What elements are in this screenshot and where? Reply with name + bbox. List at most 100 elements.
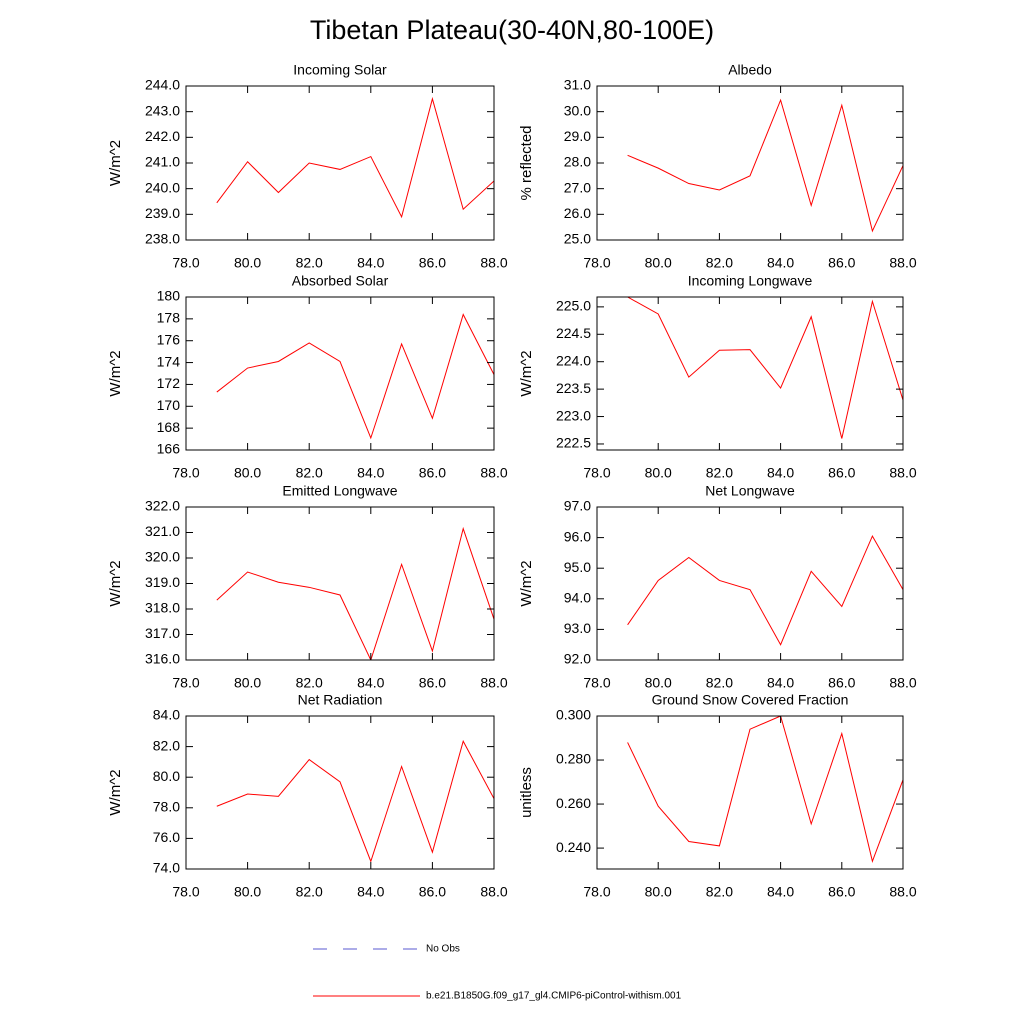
y-tick-label: 94.0 bbox=[564, 590, 591, 606]
panel: Net Radiation W/m^2 74.0 76.0 78.0 80.0 82.0 84… bbox=[107, 692, 508, 900]
x-tick-label: 78.0 bbox=[172, 255, 199, 271]
x-tick-label: 78.0 bbox=[583, 465, 610, 481]
y-tick-label: 25.0 bbox=[564, 231, 591, 247]
x-tick-label: 86.0 bbox=[828, 255, 855, 271]
panel-title: Ground Snow Covered Fraction bbox=[652, 692, 849, 708]
panel-title: Albedo bbox=[728, 62, 772, 78]
plot-frame bbox=[185, 296, 495, 451]
y-tick-label: 0.300 bbox=[556, 707, 591, 723]
x-tick-label: 84.0 bbox=[357, 255, 384, 271]
plot-frame bbox=[596, 715, 904, 870]
y-tick-label: 168 bbox=[157, 419, 181, 435]
x-tick-label: 86.0 bbox=[828, 465, 855, 481]
x-tick-label: 80.0 bbox=[234, 675, 261, 691]
data-line bbox=[627, 534, 903, 646]
y-tick-label: 93.0 bbox=[564, 620, 591, 636]
y-axis-label: W/m^2 bbox=[107, 140, 124, 186]
y-tick-label: 222.5 bbox=[556, 435, 591, 451]
y-tick-label: 0.280 bbox=[556, 751, 591, 767]
x-tick-label: 88.0 bbox=[480, 884, 507, 900]
legend-label: b.e21.B1850G.f09_g17_gl4.CMIP6-piControl… bbox=[426, 991, 682, 1002]
panel: Emitted Longwave W/m^2 316.0 317.0 318.0 319.… bbox=[107, 483, 508, 691]
panel: Incoming Solar W/m^2 238.0 239.0 240.0 241.0 2… bbox=[107, 62, 508, 271]
y-tick-label: 180 bbox=[157, 288, 181, 304]
x-tick-label: 78.0 bbox=[583, 675, 610, 691]
x-tick-label: 88.0 bbox=[889, 255, 916, 271]
y-tick-label: 170 bbox=[157, 397, 181, 413]
y-tick-label: 96.0 bbox=[564, 528, 591, 544]
plot-area bbox=[216, 526, 494, 660]
y-tick-label: 27.0 bbox=[564, 179, 591, 195]
legend-label: No Obs bbox=[426, 944, 460, 955]
y-tick-label: 76.0 bbox=[153, 829, 180, 845]
y-tick-label: 224.0 bbox=[556, 352, 591, 368]
x-tick-label: 82.0 bbox=[296, 255, 323, 271]
panel: Net Longwave W/m^2 92.0 93.0 94.0 95.0 96.0 97.… bbox=[518, 483, 917, 691]
panel-title: Net Radiation bbox=[298, 692, 383, 708]
y-tick-label: 74.0 bbox=[153, 860, 180, 876]
y-axis-label: unitless bbox=[518, 767, 535, 818]
plot-area bbox=[216, 96, 494, 219]
y-tick-label: 80.0 bbox=[153, 768, 180, 784]
plot-area bbox=[627, 297, 903, 439]
x-tick-label: 80.0 bbox=[645, 255, 672, 271]
y-tick-label: 242.0 bbox=[145, 128, 180, 144]
x-tick-label: 78.0 bbox=[583, 884, 610, 900]
x-tick-label: 86.0 bbox=[419, 884, 446, 900]
x-tick-label: 88.0 bbox=[480, 255, 507, 271]
y-tick-label: 30.0 bbox=[564, 102, 591, 118]
y-tick-label: 223.0 bbox=[556, 407, 591, 423]
x-tick-label: 80.0 bbox=[645, 465, 672, 481]
data-line bbox=[216, 96, 494, 219]
y-tick-label: 166 bbox=[157, 441, 181, 457]
x-tick-label: 80.0 bbox=[645, 884, 672, 900]
data-line bbox=[216, 313, 494, 440]
y-tick-label: 241.0 bbox=[145, 154, 180, 170]
plot-area bbox=[216, 739, 494, 863]
x-tick-label: 84.0 bbox=[767, 255, 794, 271]
x-tick-label: 84.0 bbox=[767, 465, 794, 481]
y-tick-label: 178 bbox=[157, 310, 181, 326]
plot-frame bbox=[185, 506, 495, 661]
y-tick-label: 319.0 bbox=[145, 574, 180, 590]
y-tick-label: 29.0 bbox=[564, 128, 591, 144]
plot-frame bbox=[185, 715, 495, 870]
y-tick-label: 78.0 bbox=[153, 799, 180, 815]
y-tick-label: 320.0 bbox=[145, 549, 180, 565]
data-line bbox=[216, 739, 494, 863]
y-tick-label: 172 bbox=[157, 375, 181, 391]
panel-title: Emitted Longwave bbox=[282, 483, 397, 499]
y-axis-label: W/m^2 bbox=[107, 560, 124, 606]
y-axis-label: W/m^2 bbox=[518, 350, 535, 396]
data-line bbox=[627, 98, 903, 233]
x-tick-label: 84.0 bbox=[767, 675, 794, 691]
x-tick-label: 88.0 bbox=[480, 675, 507, 691]
y-tick-label: 243.0 bbox=[145, 102, 180, 118]
y-tick-label: 321.0 bbox=[145, 523, 180, 539]
panel-title: Incoming Longwave bbox=[688, 273, 813, 289]
x-tick-label: 80.0 bbox=[645, 675, 672, 691]
y-tick-label: 174 bbox=[157, 353, 181, 369]
x-tick-label: 78.0 bbox=[583, 255, 610, 271]
y-tick-label: 239.0 bbox=[145, 205, 180, 221]
x-tick-label: 82.0 bbox=[296, 465, 323, 481]
y-tick-label: 176 bbox=[157, 331, 181, 347]
x-tick-label: 82.0 bbox=[706, 255, 733, 271]
panel-title: Net Longwave bbox=[705, 483, 795, 499]
y-tick-label: 238.0 bbox=[145, 231, 180, 247]
panel-title: Absorbed Solar bbox=[292, 273, 389, 289]
panel: Albedo % reflected 25.0 26.0 27.0 28.0 29.0 30.… bbox=[518, 62, 917, 271]
x-tick-label: 84.0 bbox=[357, 465, 384, 481]
y-tick-label: 244.0 bbox=[145, 77, 180, 93]
panel-title: Incoming Solar bbox=[293, 62, 387, 78]
y-tick-label: 97.0 bbox=[564, 498, 591, 514]
y-tick-label: 28.0 bbox=[564, 154, 591, 170]
x-tick-label: 88.0 bbox=[889, 884, 916, 900]
figure-title: Tibetan Plateau(30-40N,80-100E) bbox=[310, 15, 714, 45]
y-tick-label: 0.260 bbox=[556, 795, 591, 811]
y-tick-label: 322.0 bbox=[145, 498, 180, 514]
y-axis-label: % reflected bbox=[518, 125, 535, 200]
y-axis-label: W/m^2 bbox=[107, 350, 124, 396]
x-tick-label: 86.0 bbox=[828, 675, 855, 691]
